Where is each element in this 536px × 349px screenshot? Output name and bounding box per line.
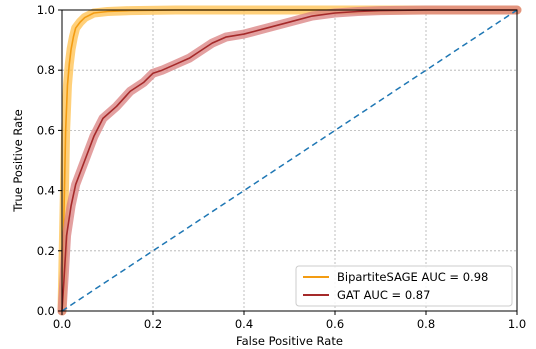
series-line-chance <box>61 9 518 312</box>
y-tick-label: 0.4 <box>37 184 55 198</box>
x-tick-label: 0.8 <box>417 317 435 331</box>
y-tick-label: 1.0 <box>37 3 55 17</box>
x-tick-label: 0.2 <box>144 317 162 331</box>
x-axis: 0.0 0.2 0.4 0.6 0.8 1.0 <box>53 311 526 331</box>
x-axis-label: False Positive Rate <box>236 334 343 348</box>
series-line-gat <box>61 9 517 312</box>
legend-label-bipartitesage: BipartiteSAGE AUC = 0.98 <box>337 270 488 284</box>
y-tick-label: 0.8 <box>37 63 55 77</box>
legend-label-gat: GAT AUC = 0.87 <box>337 288 430 302</box>
y-tick-label: 0.6 <box>37 123 55 137</box>
x-tick-label: 1.0 <box>508 317 526 331</box>
legend: BipartiteSAGE AUC = 0.98 GAT AUC = 0.87 <box>295 265 513 307</box>
x-tick-label: 0.0 <box>53 317 71 331</box>
y-axis: 0.0 0.2 0.4 0.6 0.8 1.0 <box>37 3 62 318</box>
y-axis-label: True Positive Rate <box>11 109 25 212</box>
y-tick-label: 0.0 <box>37 304 55 318</box>
x-tick-label: 0.6 <box>326 317 344 331</box>
y-tick-label: 0.2 <box>37 244 55 258</box>
plot-frame <box>61 9 518 312</box>
legend-box <box>295 265 513 307</box>
x-tick-label: 0.4 <box>235 317 253 331</box>
